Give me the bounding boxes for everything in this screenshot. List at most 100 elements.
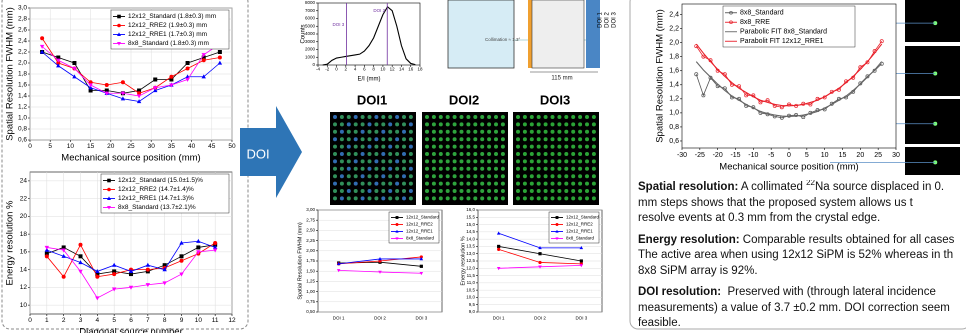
x-tick-label: 20 <box>856 152 864 159</box>
y-tick-label: 18 <box>20 231 28 238</box>
image-spot <box>333 189 337 193</box>
image-spot <box>557 189 561 193</box>
image-spot <box>564 152 568 156</box>
image-spot <box>425 182 429 186</box>
image-spot <box>571 167 575 171</box>
x-tick-label: 10 <box>821 152 829 159</box>
image-spot <box>544 122 548 126</box>
image-spot <box>501 122 505 126</box>
collimation-label: Collimation ≈ 1.3° <box>485 37 520 42</box>
image-spot <box>333 159 337 163</box>
y-tick-label: 14,5 <box>466 229 475 234</box>
image-spot <box>585 196 589 200</box>
image-spot <box>537 130 541 134</box>
image-spot <box>585 145 589 149</box>
image-spot <box>551 152 555 156</box>
image-spot <box>592 182 596 186</box>
y-tick-label: 1,75 <box>306 258 315 263</box>
image-spot <box>374 167 378 171</box>
image-spot <box>340 159 344 163</box>
image-spot <box>439 174 443 178</box>
text: Comparable results obtained for all case… <box>740 234 955 246</box>
marker <box>62 275 66 279</box>
image-spot <box>592 122 596 126</box>
image-spot <box>523 145 527 149</box>
image-spot <box>374 189 378 193</box>
image-spot <box>425 115 429 119</box>
y-tick-label: 1,00 <box>306 289 315 294</box>
image-spot <box>374 196 378 200</box>
superscript: 22 <box>806 180 815 187</box>
y-axis-label: Spatial Resolution FWHM (mm) <box>297 222 303 299</box>
x-tick-label: -20 <box>713 152 723 159</box>
image-spot <box>501 196 505 200</box>
image-spot <box>425 159 429 163</box>
x-tick-label: 15 <box>839 152 847 159</box>
image-spot <box>460 145 464 149</box>
marker <box>72 61 76 65</box>
image-spot <box>439 115 443 119</box>
text-line: Spatial resolution: A collimated 22Na so… <box>638 180 966 196</box>
image-spot <box>425 152 429 156</box>
image-spot <box>578 182 582 186</box>
text-line: mm steps shows that the proposed system … <box>638 196 966 212</box>
image-spot <box>381 137 385 141</box>
image-spot <box>564 174 568 178</box>
image-spot <box>523 167 527 171</box>
image-spot <box>592 167 596 171</box>
image-spot <box>381 130 385 134</box>
image-spot <box>501 130 505 134</box>
image-spot <box>402 167 406 171</box>
y-tick-label: 14,0 <box>466 236 475 241</box>
image-spot <box>388 122 392 126</box>
image-spot <box>466 159 470 163</box>
x-axis-label: Mechanical source position (mm) <box>719 162 858 173</box>
y-tick-label: 0,75 <box>306 299 315 304</box>
image-spot <box>381 145 385 149</box>
image-spot <box>537 137 541 141</box>
image-spot <box>381 196 385 200</box>
image-spot <box>551 159 555 163</box>
image-spot <box>439 182 443 186</box>
image-spot <box>487 189 491 193</box>
image-spot <box>473 167 477 171</box>
y-tick-label: 14 <box>20 266 28 273</box>
image-spot <box>530 145 534 149</box>
image-spot <box>480 115 484 119</box>
image-spot <box>494 182 498 186</box>
y-tick-label: 1,8 <box>669 54 679 61</box>
image-spot <box>388 182 392 186</box>
legend-label: 12x12_RRE1 <box>406 229 433 234</box>
legend-label: 12x12_RRE1 (1.7±0.3) mm <box>128 31 207 38</box>
marker <box>497 248 500 251</box>
image-spot <box>473 145 477 149</box>
detector-diagram: Collimation ≈ 1.3° 115 mm DOI 1 DOI 2 DO… <box>448 0 618 82</box>
image-spot <box>516 137 520 141</box>
image-spot <box>374 122 378 126</box>
legend-label: 12x12_RRE1 (14.7±1.3)% <box>118 195 194 202</box>
text: A collimated <box>738 181 806 193</box>
image-spot <box>439 196 443 200</box>
image-spot <box>544 159 548 163</box>
image-spot <box>564 145 568 149</box>
image-spot <box>480 159 484 163</box>
image-spot <box>537 159 541 163</box>
image-spot <box>466 137 470 141</box>
image-spot <box>523 115 527 119</box>
image-spot <box>537 174 541 178</box>
image-spot <box>432 182 436 186</box>
image-spot <box>388 189 392 193</box>
annotation: DOI 3 <box>333 22 345 27</box>
legend-label: 12x12_RRE1 <box>566 229 593 234</box>
y-tick-label: 1,2 <box>18 104 27 111</box>
image-spot <box>466 182 470 186</box>
image-spot <box>530 152 534 156</box>
y-axis-label: Spatial Resolution FWHM (mm) <box>5 7 16 141</box>
image-spot <box>480 182 484 186</box>
image-spot <box>402 174 406 178</box>
image-spot <box>564 137 568 141</box>
marker <box>79 243 83 247</box>
image-spot <box>460 182 464 186</box>
image-spot <box>592 115 596 119</box>
layer-label: DOI 3 <box>612 12 618 28</box>
